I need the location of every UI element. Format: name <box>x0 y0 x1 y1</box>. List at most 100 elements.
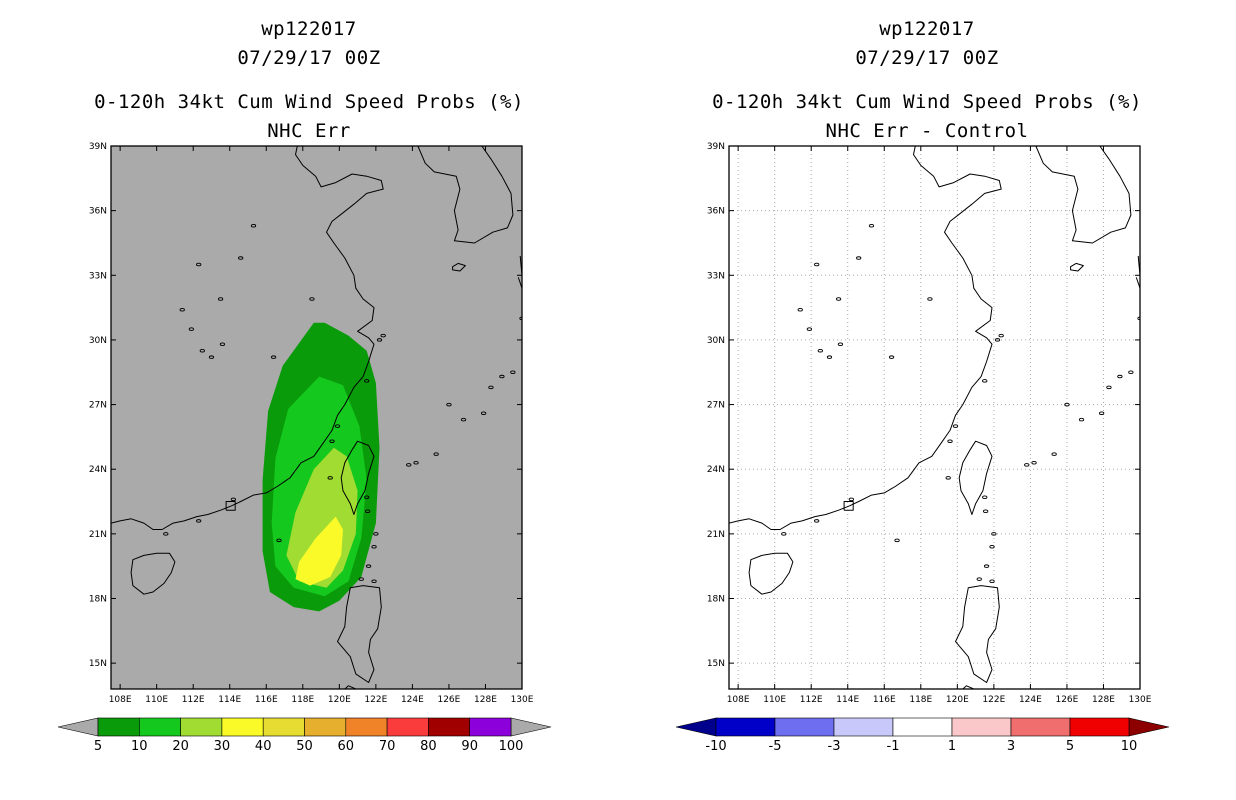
coastline-mainland <box>111 146 384 530</box>
colorbar-level-label: -10 <box>705 739 726 754</box>
small-island <box>230 497 237 502</box>
small-island <box>358 577 364 581</box>
colorbar-level-label: -3 <box>828 739 841 754</box>
y-tick-label: 39N <box>707 142 725 152</box>
x-tick-label: 108E <box>727 695 750 705</box>
small-island <box>480 411 487 415</box>
x-tick-label: 118E <box>291 695 314 705</box>
small-island <box>952 424 959 428</box>
y-tick-label: 33N <box>89 271 107 281</box>
y-tick-label: 30N <box>89 336 107 346</box>
x-tick-label: 112E <box>800 695 823 705</box>
panel-datetime: 07/29/17 00Z <box>237 47 381 69</box>
x-tick-label: 130E <box>511 695 534 705</box>
small-island <box>276 538 282 543</box>
y-tick-label: 24N <box>707 465 725 475</box>
colorbar-swatch <box>951 717 1012 737</box>
x-tick-label: 126E <box>437 695 460 705</box>
small-island <box>797 308 803 312</box>
small-island <box>976 577 982 581</box>
colorbar-level-label: 30 <box>214 739 231 754</box>
x-tick-label: 116E <box>255 695 278 705</box>
colorbar-level-label: 20 <box>172 739 189 754</box>
colorbar-swatch <box>304 717 347 737</box>
small-island <box>433 452 439 456</box>
panel-subtitle: NHC Err - Control <box>825 120 1029 142</box>
colorbar-swatch <box>221 717 264 737</box>
panel-datetime: 07/29/17 00Z <box>855 47 999 69</box>
small-island <box>199 348 205 353</box>
colorbar-swatch <box>262 717 305 737</box>
y-tick-label: 27N <box>89 401 107 411</box>
plot-frame <box>110 145 523 690</box>
small-island <box>188 327 195 331</box>
small-island <box>826 355 833 359</box>
coastline-jeju <box>1070 262 1084 272</box>
y-tick-label: 15N <box>707 659 725 669</box>
x-tick-label: 116E <box>873 695 896 705</box>
small-island <box>460 417 467 422</box>
colorbar-level-label: 60 <box>338 739 355 754</box>
y-tick-label: 18N <box>707 595 725 605</box>
small-island <box>163 532 169 536</box>
small-island <box>334 424 341 428</box>
colorbar-under-triangle <box>675 717 717 737</box>
small-island <box>1064 402 1070 407</box>
x-tick-label: 122E <box>982 695 1005 705</box>
x-tick-label: 114E <box>836 695 859 705</box>
colorbar-level-label: -5 <box>769 739 782 754</box>
small-island <box>250 223 257 228</box>
x-tick-label: 112E <box>182 695 205 705</box>
hong-kong-outline <box>225 501 236 511</box>
x-tick-label: 128E <box>474 695 497 705</box>
small-island <box>238 256 244 260</box>
y-tick-label: 15N <box>89 659 107 669</box>
small-island <box>1106 385 1112 390</box>
plot-background <box>729 146 1140 689</box>
small-island <box>364 495 370 499</box>
y-tick-label: 21N <box>707 530 725 540</box>
small-island <box>327 476 333 480</box>
colorbar-level-label: 5 <box>1066 739 1074 754</box>
small-island <box>1051 452 1057 456</box>
x-tick-label: 130E <box>1129 695 1152 705</box>
contour-30 <box>295 516 343 586</box>
small-island <box>982 495 988 499</box>
small-island <box>848 497 855 502</box>
small-island <box>868 223 875 228</box>
colorbar-level-label: 1 <box>948 739 956 754</box>
small-island <box>406 463 412 467</box>
small-island <box>217 297 224 301</box>
y-tick-label: 30N <box>707 336 725 346</box>
small-island <box>982 509 989 513</box>
small-island <box>270 355 277 359</box>
small-island <box>499 374 505 379</box>
small-island <box>856 256 862 260</box>
colorbar: -10 -5 -3 -1 1 3 5 10 <box>675 717 1170 754</box>
colorbar-under-triangle <box>57 717 99 737</box>
x-tick-label: 108E <box>109 695 132 705</box>
colorbar-level-label: 50 <box>296 739 313 754</box>
small-island <box>371 579 377 584</box>
coastline-mainland <box>729 146 1002 530</box>
coastline-korea <box>417 146 514 244</box>
small-island <box>982 379 988 383</box>
colorbar-swatch <box>97 717 140 737</box>
colorbar-level-label: 5 <box>94 739 102 754</box>
coastline-taiwan <box>958 440 993 515</box>
small-island <box>781 532 787 536</box>
small-island <box>373 532 379 536</box>
y-tick-label: 24N <box>89 465 107 475</box>
left-panel: wp122017 07/29/17 00Z 0-120h 34kt Cum Wi… <box>57 18 552 754</box>
small-island <box>1128 370 1134 375</box>
colorbar-level-label: -1 <box>887 739 900 754</box>
small-island <box>989 545 995 549</box>
hong-kong-outline <box>843 501 854 511</box>
small-island <box>1024 463 1030 467</box>
coastline-kyushu <box>1135 255 1140 289</box>
colorbar-swatch <box>139 717 181 737</box>
x-tick-label: 120E <box>946 695 969 705</box>
x-tick-label: 118E <box>909 695 932 705</box>
wind-prob-diff-map: 108E 110E 112E 114E 116E 118E 120E 122E 124E 126E… <box>675 142 1170 754</box>
y-tick-label: 18N <box>89 595 107 605</box>
